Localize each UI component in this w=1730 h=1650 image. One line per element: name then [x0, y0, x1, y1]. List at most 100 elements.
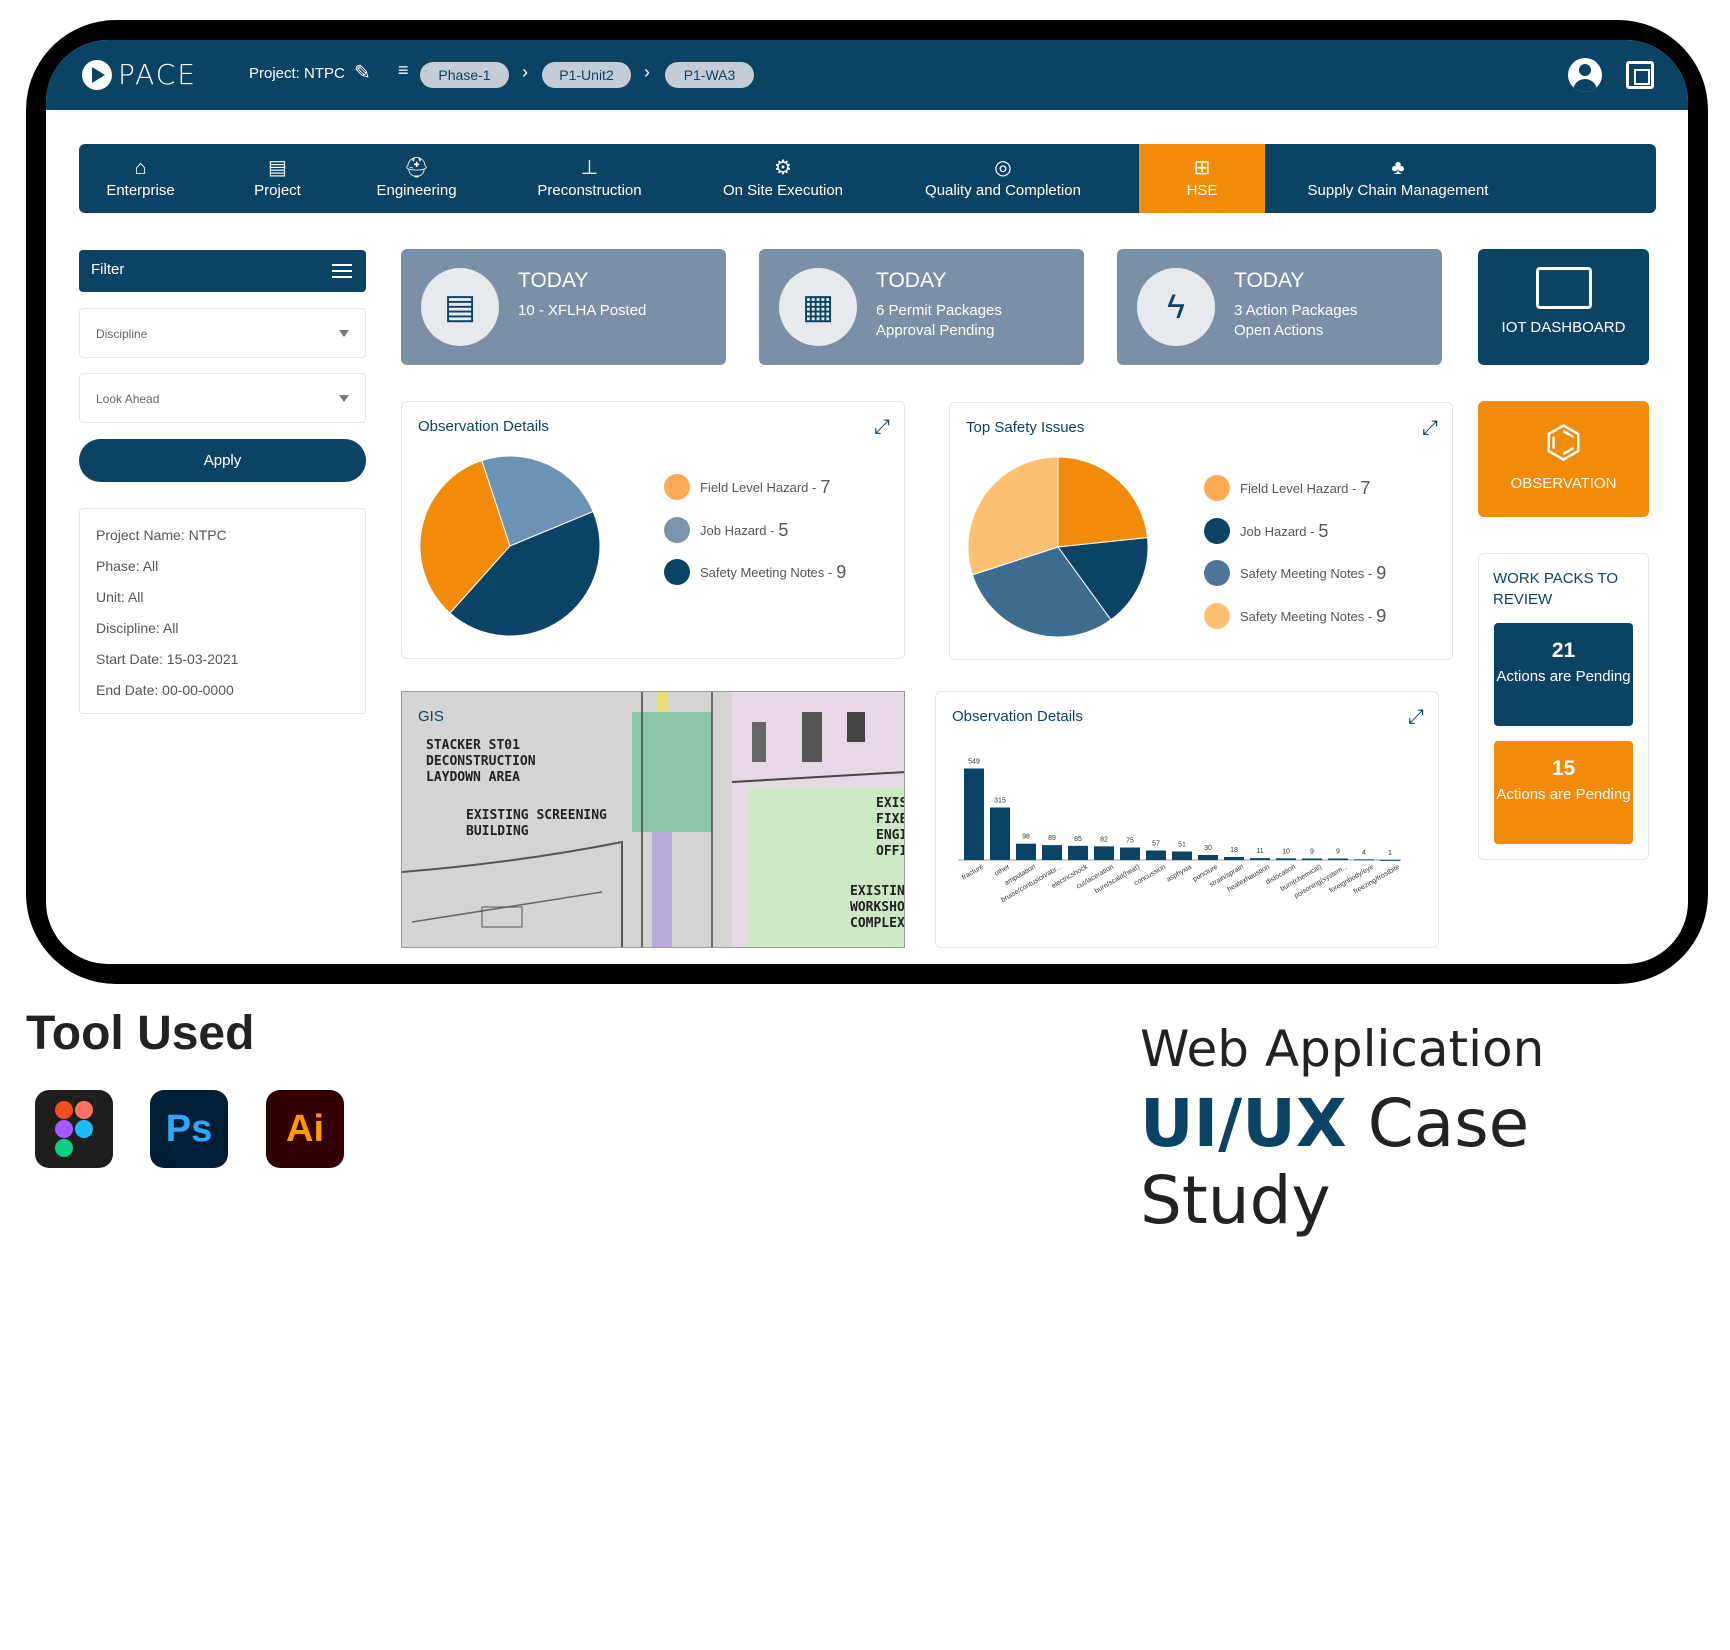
nav-enterprise[interactable]: ⌂ Enterprise: [79, 144, 202, 213]
legend-item: Job Hazard - 5: [1204, 518, 1328, 544]
iot-dashboard-button[interactable]: IOT DASHBOARD: [1478, 249, 1649, 365]
bar-9[interactable]: [1198, 855, 1218, 860]
nav-onsite-execution[interactable]: ⚙ On Site Execution: [699, 144, 867, 213]
chevron-right-icon: ›: [644, 62, 650, 82]
bar-14[interactable]: [1328, 858, 1348, 861]
map-label: STACKER ST01 DECONSTRUCTION LAYDOWN AREA: [426, 738, 536, 785]
crane-icon: ⊥: [580, 157, 599, 179]
today-permit-card[interactable]: ▦ TODAY 6 Permit Packages Approval Pendin…: [759, 249, 1084, 365]
legend-label: Job Hazard -: [1240, 523, 1315, 539]
bar-value-label: 4: [1362, 849, 1366, 856]
discipline-select[interactable]: Discipline: [79, 308, 366, 358]
bar-4[interactable]: [1068, 845, 1088, 860]
today-text: 10 - XFLHA Posted: [518, 301, 646, 321]
nav-label: Enterprise: [106, 182, 175, 199]
breadcrumb-workarea[interactable]: P1-WA3: [665, 62, 754, 88]
nav-project[interactable]: ▤ Project: [202, 144, 353, 213]
nav-quality[interactable]: ◎ Quality and Completion: [867, 144, 1139, 213]
legend-value: 5: [778, 519, 789, 540]
work-pack-pending-21[interactable]: 21 Actions are Pending: [1494, 623, 1633, 726]
pie-slice-job-hazard[interactable]: [481, 455, 594, 547]
bar-3[interactable]: [1042, 845, 1062, 860]
info-phase: Phase: All: [96, 558, 159, 574]
bar-8[interactable]: [1172, 851, 1192, 861]
nav-supply-chain[interactable]: ♣ Supply Chain Management: [1265, 144, 1517, 213]
bar-13[interactable]: [1302, 858, 1322, 861]
observation-button[interactable]: ⌬ OBSERVATION: [1478, 401, 1649, 517]
bar-category-label: fracture: [961, 864, 985, 882]
bar-15[interactable]: [1354, 859, 1374, 861]
project-info-panel: Project Name: NTPC Phase: All Unit: All …: [79, 508, 366, 714]
today-title: TODAY: [876, 269, 947, 292]
today-xflha-card[interactable]: ▤ TODAY 10 - XFLHA Posted: [401, 249, 726, 365]
logo-text: PACE: [118, 58, 197, 91]
work-pack-pending-15[interactable]: 15 Actions are Pending: [1494, 741, 1633, 844]
iot-label: IOT DASHBOARD: [1501, 319, 1626, 336]
bar-10[interactable]: [1224, 857, 1244, 860]
app-screen: PACE Project: NTPC ✎ ≡ Phase-1 › P1-Unit…: [46, 40, 1688, 964]
expand-icon[interactable]: ⤢: [1408, 706, 1424, 728]
filter-icon[interactable]: ≡: [398, 60, 409, 80]
bar-category-label: freezing/frostbite: [1353, 864, 1401, 896]
filter-header[interactable]: Filter: [79, 250, 366, 292]
dropdown-arrow-icon: [339, 330, 349, 337]
first-aid-icon: ⊞: [1193, 157, 1211, 179]
user-avatar-icon[interactable]: [1568, 58, 1602, 92]
breadcrumb-phase[interactable]: Phase-1: [420, 62, 509, 88]
card-title: Observation Details: [952, 708, 1083, 725]
chevron-right-icon: ›: [522, 62, 528, 82]
legend-item: Field Level Hazard - 7: [1204, 475, 1370, 501]
bar-0[interactable]: [964, 768, 984, 861]
today-action-card[interactable]: ϟ TODAY 3 Action Packages Open Actions: [1117, 249, 1442, 365]
pie-slice-safety-meeting-notes[interactable]: [967, 456, 1059, 576]
pace-logo[interactable]: PACE: [82, 58, 197, 91]
today-line: 6 Permit Packages: [876, 302, 1002, 319]
bar-value-label: 18: [1230, 847, 1238, 854]
legend-label: Job Hazard -: [700, 522, 775, 538]
gis-map[interactable]: GIS STACKER ST01 DECONSTRUCTION LAYDOWN …: [401, 691, 905, 948]
bar-5[interactable]: [1094, 846, 1114, 860]
pie-slice-field-level-hazard[interactable]: [419, 459, 511, 614]
menu-icon[interactable]: [332, 264, 352, 266]
hardhat-icon: ⛑: [403, 157, 430, 179]
legend-dot: [664, 559, 690, 585]
bar-2[interactable]: [1016, 843, 1036, 860]
bar-1[interactable]: [990, 807, 1010, 861]
top-safety-issues-card: Top Safety Issues ⤢ Field Level Hazard -…: [949, 402, 1453, 660]
pie-slice-field-level-hazard[interactable]: [1057, 456, 1149, 548]
lookahead-select[interactable]: Look Ahead: [79, 373, 366, 423]
illustrator-icon: Ai: [266, 1090, 344, 1168]
map-label: EXISTING F WORKSHOP COMPLEX: [850, 884, 905, 931]
today-line: 3 Action Packages: [1234, 302, 1358, 319]
pie-slice-job-hazard[interactable]: [1057, 537, 1149, 621]
lightning-icon: ϟ: [1137, 268, 1215, 346]
pie-slice-safety-meeting-notes[interactable]: [971, 546, 1112, 638]
card-title: Observation Details: [418, 418, 549, 435]
nav-hse[interactable]: ⊞ HSE: [1139, 144, 1265, 213]
apply-button[interactable]: Apply: [79, 439, 366, 482]
bar-7[interactable]: [1146, 850, 1166, 861]
nav-preconstruction[interactable]: ⊥ Preconstruction: [480, 144, 699, 213]
legend-value: 9: [836, 561, 847, 582]
nav-engineering[interactable]: ⛑ Engineering: [353, 144, 480, 213]
breadcrumb-unit[interactable]: P1-Unit2: [542, 62, 631, 88]
legend-dot: [664, 517, 690, 543]
pie-slice-safety-meeting-notes[interactable]: [449, 510, 601, 637]
legend-value: 7: [820, 476, 831, 497]
legend-label: Field Level Hazard -: [700, 479, 817, 495]
bar-value-label: 85: [1074, 836, 1082, 843]
expand-icon[interactable]: ⤢: [874, 416, 890, 438]
pencil-icon[interactable]: ✎: [354, 62, 371, 84]
bar-6[interactable]: [1120, 847, 1140, 861]
observation-bar-card: Observation Details ⤢ 549 fracture 315 othe…: [935, 691, 1439, 948]
bar-12[interactable]: [1276, 858, 1296, 860]
fullscreen-icon[interactable]: [1626, 61, 1654, 89]
bar-16[interactable]: [1380, 859, 1400, 861]
nav-label: Preconstruction: [537, 182, 642, 199]
expand-icon[interactable]: ⤢: [1422, 417, 1438, 439]
camera-icon: ⌬: [1544, 418, 1583, 467]
bar-value-label: 51: [1178, 842, 1186, 849]
nav-label: HSE: [1186, 182, 1218, 199]
bar-11[interactable]: [1250, 858, 1270, 860]
tool-used-heading: Tool Used: [26, 1007, 255, 1060]
